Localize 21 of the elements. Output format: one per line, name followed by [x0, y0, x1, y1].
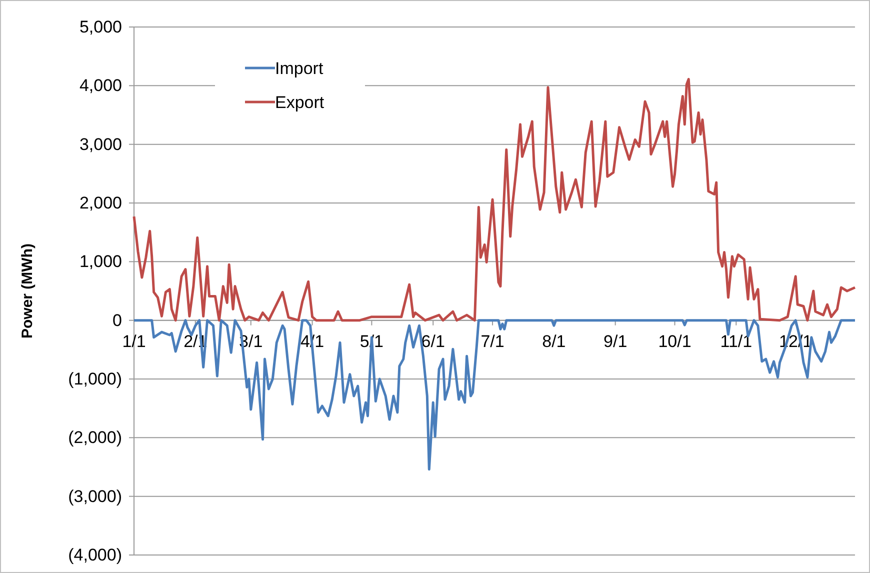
x-tick-label: 7/1 [480, 332, 504, 352]
x-tick-label: 1/1 [122, 332, 146, 352]
y-tick-label: (4,000) [68, 545, 122, 564]
y-axis-title: Power (MWh) [19, 244, 36, 338]
y-tick-label: (3,000) [68, 486, 122, 506]
y-tick-label: 5,000 [79, 17, 122, 36]
legend-label: Import [275, 59, 324, 78]
y-tick-label: 4,000 [79, 76, 122, 96]
x-tick-label: 6/1 [421, 332, 445, 352]
x-tick-label: 8/1 [542, 332, 566, 352]
x-tick-label: 10/1 [658, 332, 692, 352]
line-series [132, 78, 856, 322]
y-tick-label: 0 [112, 310, 122, 330]
y-tick-label: 3,000 [79, 134, 122, 154]
x-tick-label: 11/1 [720, 332, 752, 352]
legend-label: Export [275, 93, 324, 112]
x-tick-label: 9/1 [604, 332, 628, 352]
y-tick-label: (1,000) [68, 369, 122, 388]
y-tick-label: 1,000 [79, 252, 122, 272]
y-tick-label: (2,000) [68, 428, 122, 448]
y-tick-label: 2,000 [79, 193, 122, 212]
